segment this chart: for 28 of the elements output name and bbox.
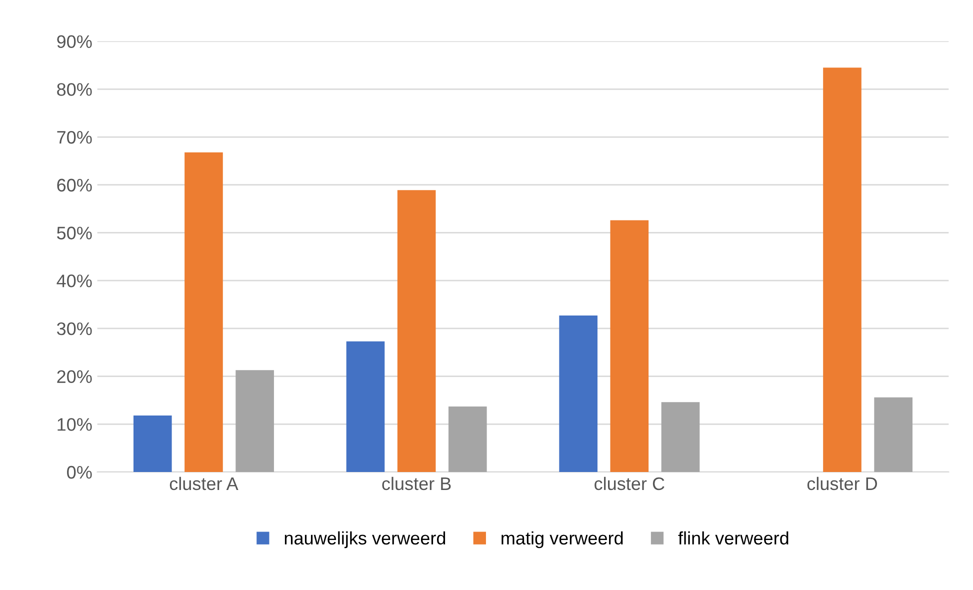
y-tick-label: 10% — [58, 418, 92, 431]
y-tick-label: 50% — [57, 226, 92, 240]
bar — [133, 416, 172, 472]
y-tick-label: 90% — [57, 35, 92, 48]
x-tick-label: cluster D — [807, 476, 878, 490]
bar — [184, 152, 223, 472]
bar — [661, 402, 700, 472]
legend-label: matig verweerd — [502, 531, 623, 548]
x-tick-label: cluster A — [170, 476, 238, 490]
x-tick-label: cluster B — [382, 476, 451, 490]
y-tick-label: 30% — [56, 322, 92, 336]
bar — [610, 220, 649, 472]
y-tick-label: 80% — [57, 83, 92, 96]
y-tick-label: 0% — [67, 466, 92, 479]
y-tick-label: 20% — [57, 370, 92, 384]
legend-label: flink verweerd — [678, 531, 788, 545]
bar — [236, 370, 274, 472]
bar — [823, 68, 862, 472]
bar — [346, 341, 385, 472]
y-tick-label: 60% — [57, 178, 92, 192]
x-tick-label: cluster C — [594, 476, 664, 490]
bar — [559, 316, 598, 472]
legend-label: nauwelijks verweerd — [284, 531, 446, 548]
bar — [397, 190, 436, 472]
y-tick-label: 70% — [57, 130, 92, 144]
y-tick-label: 40% — [56, 274, 92, 288]
bar — [448, 406, 487, 472]
bar — [874, 397, 912, 472]
